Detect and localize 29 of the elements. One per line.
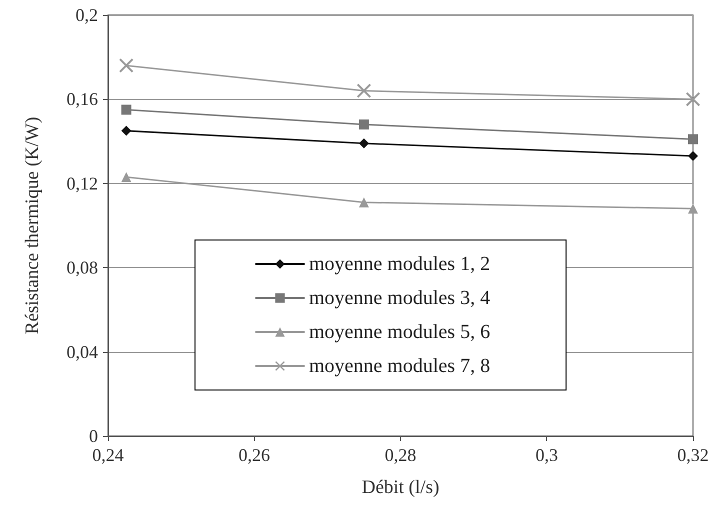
point <box>686 92 700 106</box>
x-tick-label: 0,24 <box>92 445 124 465</box>
point <box>119 58 134 73</box>
point <box>356 84 371 98</box>
point <box>121 104 132 115</box>
point <box>358 197 369 208</box>
point <box>358 138 369 148</box>
point <box>121 172 132 182</box>
legend-label: moyenne modules 3, 4 <box>309 287 490 309</box>
x-tick-label: 0,26 <box>238 445 270 465</box>
point <box>688 151 698 162</box>
legend-label: moyenne modules 7, 8 <box>309 355 490 377</box>
point <box>121 126 132 136</box>
legend-label: moyenne modules 1, 2 <box>309 253 490 275</box>
legend-label: moyenne modules 5, 6 <box>309 321 490 343</box>
point <box>688 134 698 144</box>
x-tick-label: 0,28 <box>384 445 416 465</box>
x-tick-label: 0,3 <box>536 445 558 465</box>
y-tick-label: 0,12 <box>66 173 98 194</box>
point <box>358 119 369 130</box>
y-tick-label: 0,16 <box>66 89 98 110</box>
y-tick-label: 0 <box>89 426 98 446</box>
y-axis-title: Résistance thermique (K/W) <box>22 116 43 334</box>
x-tick-label: 0,32 <box>677 445 709 465</box>
y-tick-label: 0,08 <box>66 258 98 278</box>
y-tick-label: 0,04 <box>66 342 98 362</box>
point <box>688 204 698 214</box>
x-axis-title: Débit (l/s) <box>362 477 440 498</box>
y-tick-label: 0,2 <box>76 5 98 25</box>
